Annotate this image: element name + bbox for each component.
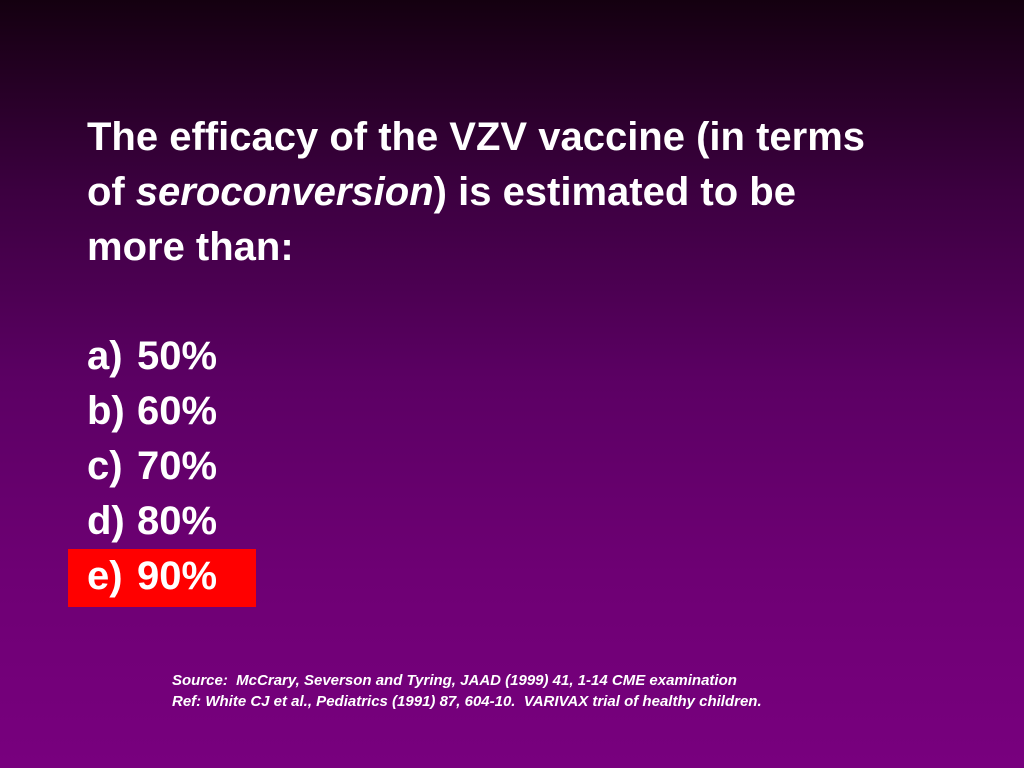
option-letter: b) <box>87 389 125 433</box>
option-text: 70% <box>137 444 218 488</box>
question-emphasis: seroconversion <box>135 170 434 214</box>
option: a) 50% <box>68 329 256 384</box>
source-line: Ref: White CJ et al., Pediatrics (1991) … <box>172 693 762 710</box>
option-letter: d) <box>87 499 125 543</box>
question-text: of <box>87 170 125 214</box>
option: c) 70% <box>68 439 256 494</box>
question-line: The efficacy of the VZV vaccine (in term… <box>87 115 866 159</box>
option-text: 90% <box>137 554 218 598</box>
option: b) 60% <box>68 384 256 439</box>
option-letter: e) <box>87 554 123 598</box>
option-text: 80% <box>137 499 218 543</box>
option-letter: c) <box>87 444 123 488</box>
option-letter: a) <box>87 334 123 378</box>
highlighted-option: e) 90% <box>68 549 256 607</box>
option: d) 80% <box>68 494 256 549</box>
question-line: of seroconversion) is estimated to be <box>87 165 796 220</box>
question-text: ) is estimated to be <box>433 170 796 214</box>
source-line: Source: McCrary, Severson and Tyring, JA… <box>172 672 737 689</box>
option-text: 50% <box>137 334 218 378</box>
option-text: 60% <box>137 389 218 433</box>
question-line: more than: <box>87 225 294 269</box>
